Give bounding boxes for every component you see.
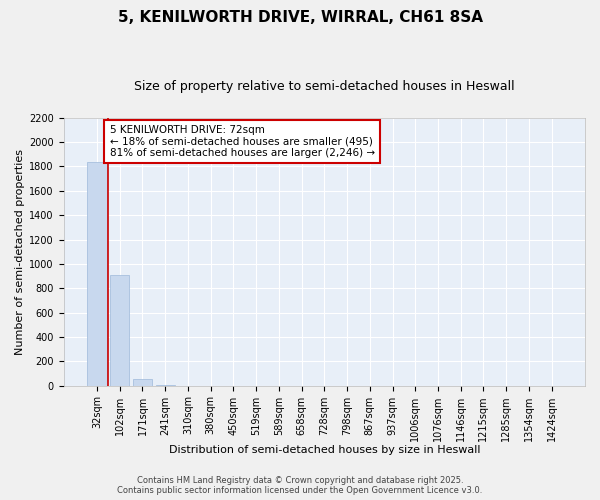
Y-axis label: Number of semi-detached properties: Number of semi-detached properties: [15, 148, 25, 354]
Title: Size of property relative to semi-detached houses in Heswall: Size of property relative to semi-detach…: [134, 80, 515, 93]
X-axis label: Distribution of semi-detached houses by size in Heswall: Distribution of semi-detached houses by …: [169, 445, 480, 455]
Bar: [155, 384, 175, 386]
Bar: [88, 162, 107, 386]
Text: Contains HM Land Registry data © Crown copyright and database right 2025.
Contai: Contains HM Land Registry data © Crown c…: [118, 476, 482, 495]
Text: 5 KENILWORTH DRIVE: 72sqm
← 18% of semi-detached houses are smaller (495)
81% of: 5 KENILWORTH DRIVE: 72sqm ← 18% of semi-…: [110, 125, 374, 158]
Bar: [110, 275, 130, 386]
Text: 5, KENILWORTH DRIVE, WIRRAL, CH61 8SA: 5, KENILWORTH DRIVE, WIRRAL, CH61 8SA: [118, 10, 482, 25]
Bar: [133, 379, 152, 386]
